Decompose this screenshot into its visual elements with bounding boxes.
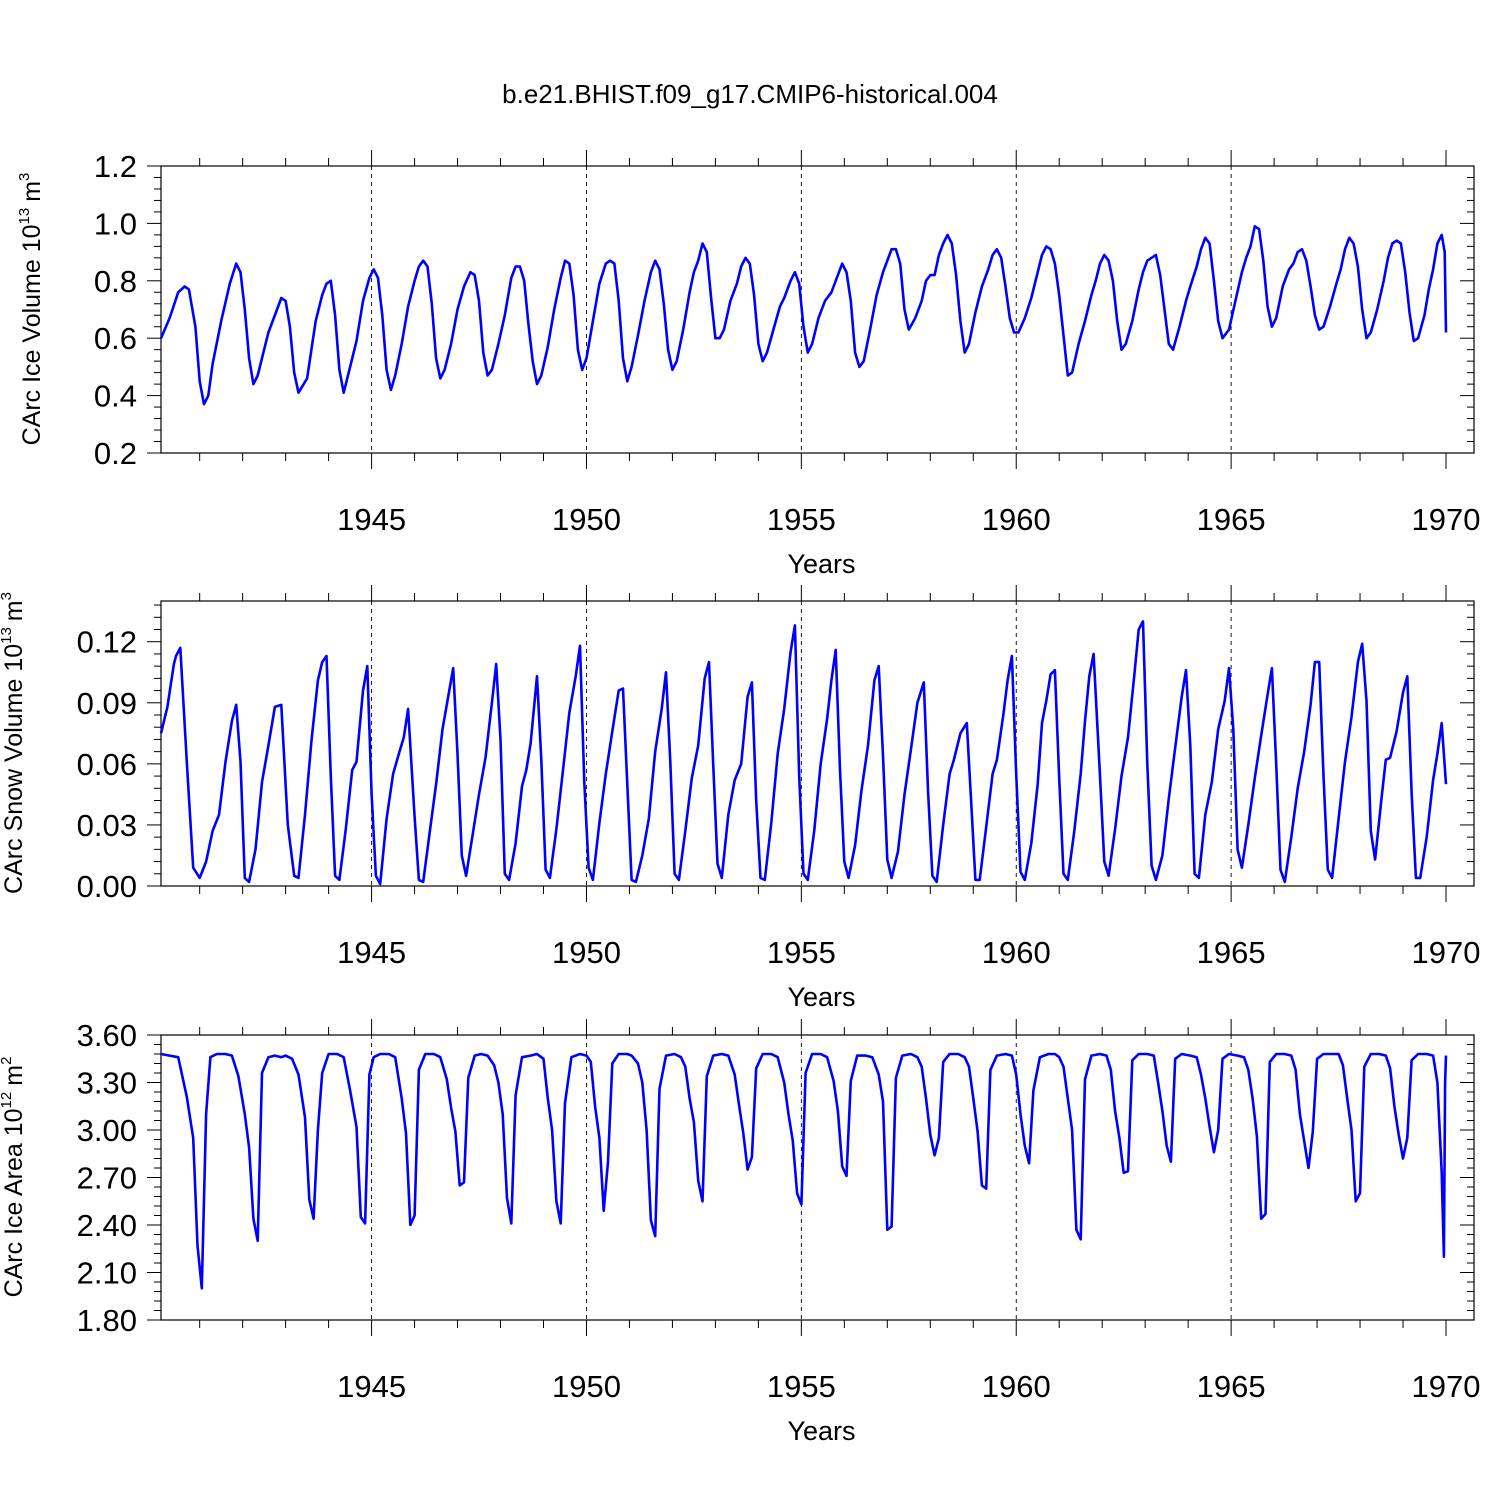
y-axis-label-exponent: 13 <box>0 627 15 644</box>
y-axis-label-unit-exponent: 2 <box>0 1057 15 1065</box>
y-tick-label: 3.00 <box>77 1113 137 1148</box>
x-tick-label: 1950 <box>552 502 621 537</box>
y-axis-label-unit: m <box>18 181 46 202</box>
x-tick-label: 1955 <box>767 1369 836 1404</box>
x-tick-label: 1945 <box>337 935 406 970</box>
panel-ice-volume: 1945 1950 1955 1960 1965 1970 Years 0.2 0.4 0.6 0.… <box>16 149 1480 579</box>
x-tick-label: 1955 <box>767 502 836 537</box>
series-line <box>159 225 1448 406</box>
x-tick-label: 1945 <box>337 502 406 537</box>
x-tick-label: 1965 <box>1197 935 1266 970</box>
x-tick-label: 1960 <box>982 1369 1051 1404</box>
y-tick-label: 0.8 <box>94 264 137 299</box>
plot-frame <box>160 600 1475 887</box>
y-axis-label-unit: m <box>0 600 28 621</box>
y-axis-label: CArc Snow Volume 1013 m3 <box>0 592 28 894</box>
y-tick-label: 0.06 <box>77 747 137 782</box>
y-axis-label: CArc Ice Area 1012 m2 <box>0 1057 28 1298</box>
x-tick-label: 1970 <box>1412 502 1481 537</box>
y-tick-label: 0.03 <box>77 808 137 843</box>
y-axis-label: CArc Ice Volume 1013 m3 <box>16 173 46 446</box>
y-tick-label: 3.60 <box>77 1018 137 1053</box>
x-tick-label: 1955 <box>767 935 836 970</box>
x-tick-label: 1965 <box>1197 1369 1266 1404</box>
y-axis-label-text: CArc Ice Volume 10 <box>18 224 46 445</box>
y-tick-label: 0.6 <box>94 321 137 356</box>
x-axis-label: Years <box>787 1416 855 1446</box>
x-tick-label: 1960 <box>982 935 1051 970</box>
y-axis-label-unit-exponent: 3 <box>16 173 33 181</box>
y-tick-label: 0.2 <box>94 436 137 471</box>
y-tick-label: 0.09 <box>77 686 137 721</box>
x-tick-label: 1960 <box>982 502 1051 537</box>
y-axis-label-unit-exponent: 3 <box>0 592 15 600</box>
y-tick-label: 1.2 <box>94 149 137 184</box>
y-axis-label-unit: m <box>0 1065 28 1086</box>
y-tick-label: 1.0 <box>94 206 137 241</box>
y-axis-label-text: CArc Snow Volume 10 <box>0 644 28 894</box>
x-tick-label: 1970 <box>1412 935 1481 970</box>
y-axis-label-exponent: 13 <box>16 208 33 225</box>
y-tick-label: 1.80 <box>77 1303 137 1338</box>
x-tick-label: 1950 <box>552 935 621 970</box>
figure-title: b.e21.BHIST.f09_g17.CMIP6-historical.004 <box>502 79 998 109</box>
y-tick-label: 0.12 <box>77 625 137 660</box>
series-line <box>159 620 1448 886</box>
y-tick-label: 0.4 <box>94 379 137 414</box>
x-axis-label: Years <box>787 982 855 1012</box>
x-tick-label: 1965 <box>1197 502 1266 537</box>
series-line <box>160 1052 1448 1290</box>
y-tick-label: 2.70 <box>77 1161 137 1196</box>
x-tick-label: 1950 <box>552 1369 621 1404</box>
x-axis-label: Years <box>787 549 855 579</box>
plot-frame <box>160 165 1475 454</box>
y-axis-label-text: CArc Ice Area 10 <box>0 1108 28 1297</box>
x-tick-label: 1945 <box>337 1369 406 1404</box>
y-tick-label: 3.30 <box>77 1066 137 1101</box>
y-axis-label-exponent: 12 <box>0 1092 15 1109</box>
y-tick-label: 2.40 <box>77 1208 137 1243</box>
panel-snow-volume: 1945 1950 1955 1960 1965 1970 Years 0.00 0.03 0.0… <box>0 585 1480 1012</box>
x-tick-label: 1970 <box>1412 1369 1481 1404</box>
y-tick-label: 2.10 <box>77 1256 137 1291</box>
y-tick-label: 0.00 <box>77 869 137 904</box>
panel-ice-area: 1945 1950 1955 1960 1965 1970 Years 1.80 2.10 2.4… <box>0 1018 1480 1446</box>
